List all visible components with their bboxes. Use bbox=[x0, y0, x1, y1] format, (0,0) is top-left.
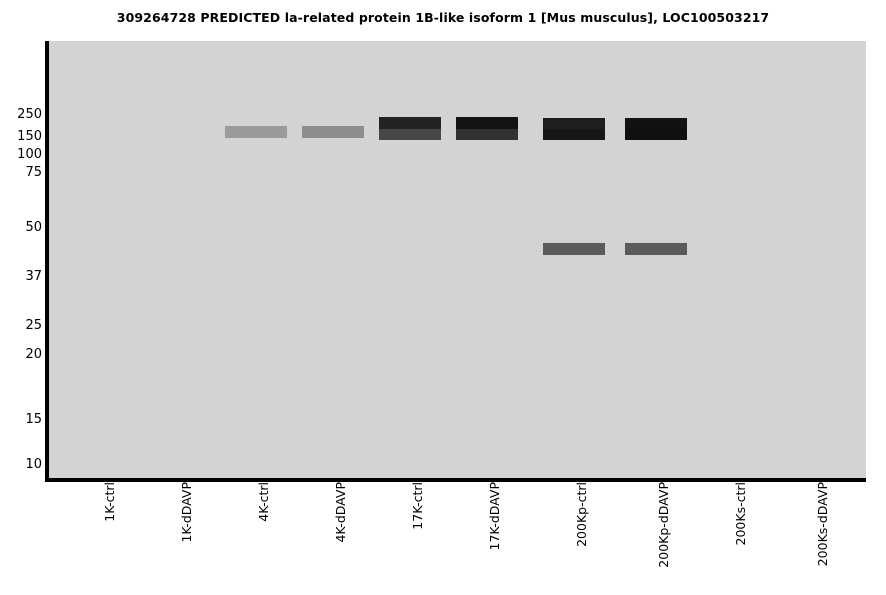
gel-band bbox=[625, 118, 687, 140]
x-tick-label-4k-ctrl: 4K-ctrl bbox=[256, 482, 271, 522]
gel-lane-200ks-ddavp bbox=[779, 41, 841, 478]
gel-lane-4k-ctrl bbox=[225, 41, 287, 478]
y-tick-label-25: 25 bbox=[25, 318, 42, 333]
y-tick-label-75: 75 bbox=[25, 165, 42, 180]
gel-lane-1k-ctrl bbox=[71, 41, 133, 478]
gel-band-segment bbox=[456, 117, 518, 129]
gel-band-segment bbox=[543, 118, 605, 129]
gel-band bbox=[456, 117, 518, 140]
gel-band-segment bbox=[543, 243, 605, 255]
x-tick-label-4k-ddavp: 4K-dDAVP bbox=[333, 482, 348, 543]
y-axis-tick-labels: 250 150 100 75 50 37 25 20 15 10 bbox=[0, 0, 45, 595]
x-tick-label-200ks-ctrl: 200Ks-ctrl bbox=[733, 482, 748, 546]
x-tick-label-200kp-ctrl: 200Kp-ctrl bbox=[574, 482, 589, 547]
gel-band-segment bbox=[625, 129, 687, 140]
gel-band-segment bbox=[379, 117, 441, 129]
gel-band-segment bbox=[625, 243, 687, 255]
y-tick-label-37: 37 bbox=[25, 269, 42, 284]
gel-band-segment bbox=[379, 128, 441, 140]
gel-lane-1k-ddavp bbox=[148, 41, 210, 478]
gel-band bbox=[302, 126, 364, 138]
y-tick-label-10: 10 bbox=[25, 457, 42, 472]
gel-lane-4k-ddavp bbox=[302, 41, 364, 478]
gel-band bbox=[225, 126, 287, 138]
gel-lane-200kp-ctrl bbox=[543, 41, 605, 478]
y-tick-label-50: 50 bbox=[25, 220, 42, 235]
y-tick-label-15: 15 bbox=[25, 412, 42, 427]
x-tick-label-17k-ctrl: 17K-ctrl bbox=[410, 482, 425, 530]
y-tick-label-150: 150 bbox=[17, 129, 42, 144]
gel-band-segment bbox=[543, 129, 605, 140]
gel-lane-17k-ctrl bbox=[379, 41, 441, 478]
gel-band-segment bbox=[456, 128, 518, 140]
x-tick-label-1k-ddavp: 1K-dDAVP bbox=[179, 482, 194, 543]
x-tick-label-200ks-ddavp: 200Ks-dDAVP bbox=[815, 482, 830, 567]
y-axis-line bbox=[45, 41, 49, 479]
gel-lane-200kp-ddavp bbox=[625, 41, 687, 478]
y-tick-label-20: 20 bbox=[25, 347, 42, 362]
gel-band-segment bbox=[302, 126, 364, 138]
x-tick-label-1k-ctrl: 1K-ctrl bbox=[102, 482, 117, 522]
x-tick-label-200kp-ddavp: 200Kp-dDAVP bbox=[656, 482, 671, 568]
gel-band bbox=[625, 243, 687, 255]
gel-lane-200ks-ctrl bbox=[702, 41, 764, 478]
gel-band bbox=[543, 118, 605, 140]
gel-plot-area bbox=[49, 41, 866, 478]
gel-lane-17k-ddavp bbox=[456, 41, 518, 478]
x-axis-line bbox=[45, 478, 866, 482]
gel-band bbox=[543, 243, 605, 255]
page-title: 309264728 PREDICTED la-related protein 1… bbox=[116, 10, 770, 25]
gel-band-segment bbox=[225, 126, 287, 138]
gel-band bbox=[379, 117, 441, 140]
x-tick-label-17k-ddavp: 17K-dDAVP bbox=[487, 482, 502, 551]
y-tick-label-250: 250 bbox=[17, 107, 42, 122]
gel-band-segment bbox=[625, 118, 687, 129]
x-axis-tick-labels: 1K-ctrl 1K-dDAVP 4K-ctrl 4K-dDAVP 17K-ctrl 17… bbox=[49, 482, 866, 595]
y-tick-label-100: 100 bbox=[17, 147, 42, 162]
